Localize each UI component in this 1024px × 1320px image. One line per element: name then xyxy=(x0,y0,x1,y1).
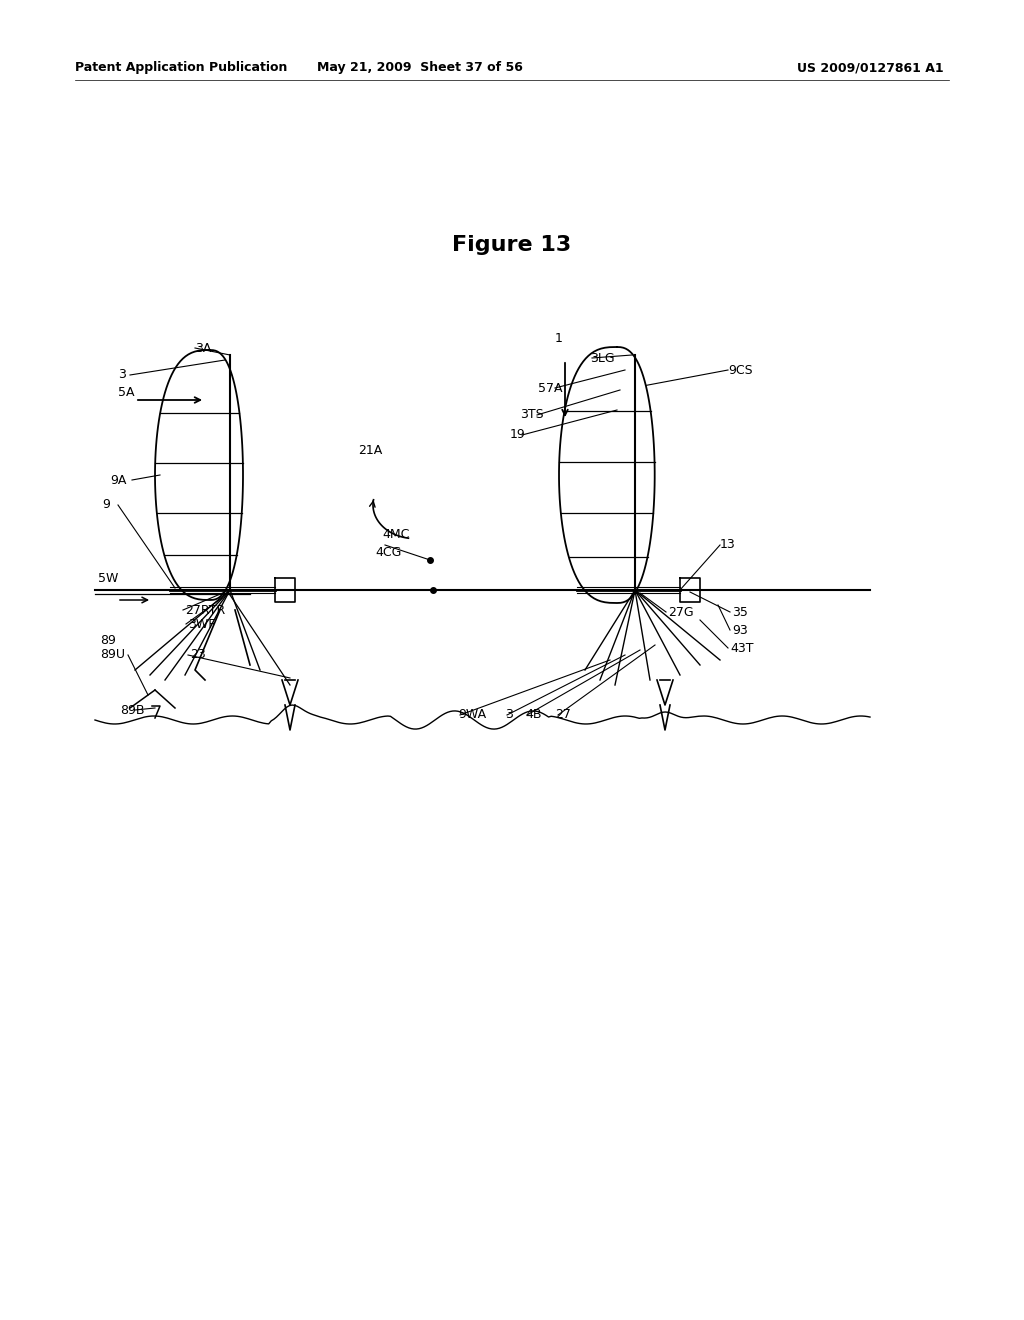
Text: 3LG: 3LG xyxy=(590,351,614,364)
Text: 35: 35 xyxy=(732,606,748,619)
Text: 27: 27 xyxy=(555,709,570,722)
Text: 9: 9 xyxy=(102,499,110,511)
Text: 93: 93 xyxy=(732,623,748,636)
Text: 27G: 27G xyxy=(668,606,693,619)
Text: 3WF: 3WF xyxy=(188,618,215,631)
Text: 9CS: 9CS xyxy=(728,363,753,376)
Text: 4B: 4B xyxy=(525,709,542,722)
Text: US 2009/0127861 A1: US 2009/0127861 A1 xyxy=(797,62,943,74)
Text: 9WA: 9WA xyxy=(458,709,486,722)
Text: 5A: 5A xyxy=(118,387,134,400)
Text: 4MC: 4MC xyxy=(382,528,410,541)
Text: 21A: 21A xyxy=(358,444,382,457)
Text: 3A: 3A xyxy=(195,342,211,355)
Text: 13: 13 xyxy=(720,539,736,552)
Text: 89U: 89U xyxy=(100,648,125,661)
Text: 43T: 43T xyxy=(730,642,754,655)
Text: 27RTR: 27RTR xyxy=(185,603,225,616)
Text: 9A: 9A xyxy=(110,474,126,487)
Text: 3: 3 xyxy=(505,709,513,722)
Text: 3TS: 3TS xyxy=(520,408,544,421)
Text: 5W: 5W xyxy=(98,572,119,585)
Text: 3: 3 xyxy=(118,368,126,381)
Text: 19: 19 xyxy=(510,429,525,441)
Text: 23: 23 xyxy=(190,648,206,661)
Text: 1: 1 xyxy=(555,331,563,345)
Text: 89: 89 xyxy=(100,634,116,647)
Text: Patent Application Publication: Patent Application Publication xyxy=(75,62,288,74)
Text: 89B: 89B xyxy=(120,704,144,717)
Text: May 21, 2009  Sheet 37 of 56: May 21, 2009 Sheet 37 of 56 xyxy=(317,62,523,74)
Text: 57A: 57A xyxy=(538,381,562,395)
Text: 4CG: 4CG xyxy=(375,546,401,560)
Text: Figure 13: Figure 13 xyxy=(453,235,571,255)
